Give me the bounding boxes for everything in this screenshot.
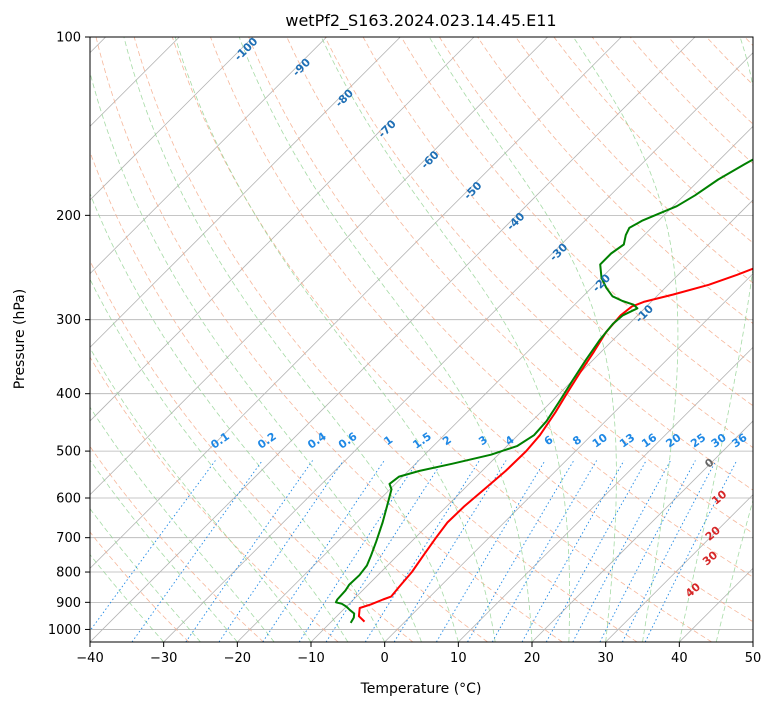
dry-adiabat-line xyxy=(95,37,563,642)
x-tick-label: 20 xyxy=(524,651,541,666)
mixing-ratio-line xyxy=(218,460,344,642)
mixing-ratio-line xyxy=(521,460,625,642)
dry-adiabat-line xyxy=(400,37,753,407)
dry-adiabat-line xyxy=(477,37,753,325)
mixing-ratio-line xyxy=(491,460,597,642)
x-tick-label: −30 xyxy=(150,651,177,666)
moist-adiabat-line xyxy=(90,459,238,642)
dry-adiabat-line xyxy=(171,37,712,642)
y-tick-label: 200 xyxy=(56,209,81,224)
dry-adiabat-line xyxy=(553,37,753,244)
moist-adiabat-line xyxy=(428,37,617,642)
dry-adiabat-line xyxy=(90,259,414,642)
mixing-ratio-line xyxy=(131,460,263,642)
isotherm-line xyxy=(384,273,753,642)
moist-adiabat-line xyxy=(174,37,496,642)
moist-adiabat-line xyxy=(123,37,459,642)
moist-adiabat-line xyxy=(90,347,312,642)
x-tick-label: −40 xyxy=(76,651,103,666)
temperature-line xyxy=(357,267,753,623)
dry-adiabat-line xyxy=(90,531,190,642)
mixing-ratio-line xyxy=(90,460,216,632)
isotherm-line xyxy=(605,494,753,642)
y-tick-label: 700 xyxy=(56,531,81,546)
moist-adiabat-line xyxy=(90,192,386,642)
y-tick-label: 300 xyxy=(56,313,81,328)
x-tick-label: 30 xyxy=(597,651,614,666)
mixing-ratio-line xyxy=(436,460,546,642)
isotherm-line xyxy=(458,346,753,642)
y-axis-title: Pressure (hPa) xyxy=(12,289,28,389)
mixing-ratio-line xyxy=(298,460,419,642)
dewpoint-line xyxy=(334,158,753,624)
x-tick-label: −20 xyxy=(224,651,251,666)
dry-adiabat-line xyxy=(439,37,753,365)
dry-adiabat-line xyxy=(362,37,753,449)
dry-adiabat-line xyxy=(591,37,753,204)
isotherm-line xyxy=(163,52,753,642)
x-tick-label: 10 xyxy=(450,651,467,666)
axis-layer: −40 −30 −20 −10 0 10 20 30 40 50 100 200 300 400 500 60… xyxy=(48,31,761,667)
isotherm-line xyxy=(90,37,401,348)
x-tick-label: −10 xyxy=(297,651,324,666)
mixing-ratio-line xyxy=(185,460,313,642)
isotherm-line xyxy=(90,37,548,496)
y-tick-label: 1000 xyxy=(48,623,81,638)
y-tick-label: 600 xyxy=(56,492,81,507)
dry-adiabat-line xyxy=(90,150,488,642)
y-tick-label: 800 xyxy=(56,566,81,581)
plot-frame xyxy=(89,36,754,643)
dry-adiabat-line xyxy=(286,37,753,534)
grid-layer xyxy=(90,37,753,642)
chart-title: wetPf2_S163.2024.023.14.45.E11 xyxy=(285,11,556,31)
y-tick-label: 900 xyxy=(56,596,81,611)
mixing-ratio-line xyxy=(467,460,575,642)
x-tick-label: 40 xyxy=(671,651,688,666)
isotherm-line xyxy=(90,37,696,642)
moist-adiabat-line xyxy=(90,406,275,642)
x-tick-label: 0 xyxy=(381,651,389,666)
isotherm-line xyxy=(90,37,622,569)
y-tick-label: 500 xyxy=(56,445,81,460)
mixing-ratio-line xyxy=(644,460,738,642)
moist-adiabat-line xyxy=(678,37,753,642)
moist-adiabat-line xyxy=(572,37,679,642)
dry-adiabat-line xyxy=(248,37,753,578)
dry-adiabat-line xyxy=(324,37,753,491)
y-tick-label: 100 xyxy=(56,31,81,46)
x-tick-label: 50 xyxy=(745,651,762,666)
isotherm-line xyxy=(90,37,327,275)
y-tick-label: 400 xyxy=(56,387,81,402)
isotherm-line xyxy=(90,37,254,201)
mixing-ratio-line xyxy=(393,460,507,642)
moist-adiabat-line xyxy=(715,498,753,642)
x-axis-title: Temperature (°C) xyxy=(360,681,482,697)
mixing-ratio-line xyxy=(262,460,385,642)
mixing-ratio-line xyxy=(545,460,647,642)
moist-adiabat-line xyxy=(320,37,570,642)
moist-adiabat-line xyxy=(238,37,533,642)
data-layer xyxy=(334,158,753,624)
isotherm-line xyxy=(90,37,475,422)
isotherm-line xyxy=(237,125,753,642)
dry-adiabat-line xyxy=(210,37,753,623)
dry-adiabat-line xyxy=(133,37,638,642)
moist-adiabat-line xyxy=(90,278,349,642)
isotherm-line xyxy=(531,420,753,642)
